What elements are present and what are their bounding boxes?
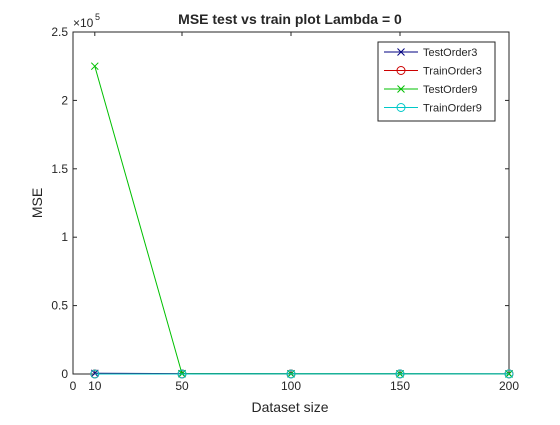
y-exponent-label: ×10 5 [73,12,100,30]
y-tick-label: 2.5 [51,25,68,39]
y-tick-label: 1.5 [51,162,68,176]
y-tick-label: 1 [61,230,68,244]
x-tick-label: 10 [88,379,102,393]
x-tick-label: 100 [281,379,301,393]
y-tick-label: 0 [61,367,68,381]
x-tick-label: 0 [70,379,77,393]
y-axis-label: MSE [29,188,45,218]
y-tick-label: 2 [61,93,68,107]
legend: TestOrder3 TrainOrder3 TestOrder9 TrainOrde… [378,42,495,121]
legend-label: TrainOrder9 [423,103,482,115]
y-exponent-base: ×10 [73,16,94,30]
x-tick-label: 150 [390,379,410,393]
y-tick-label: 0.5 [51,299,68,313]
x-tick-label: 50 [175,379,189,393]
y-exponent-power: 5 [95,12,100,22]
legend-label: TestOrder9 [423,84,477,96]
chart-title: MSE test vs train plot Lambda = 0 [178,11,402,27]
legend-label: TrainOrder3 [423,66,482,78]
legend-label: TestOrder3 [423,47,477,59]
x-axis-label: Dataset size [251,399,328,415]
x-tick-label: 200 [499,379,519,393]
